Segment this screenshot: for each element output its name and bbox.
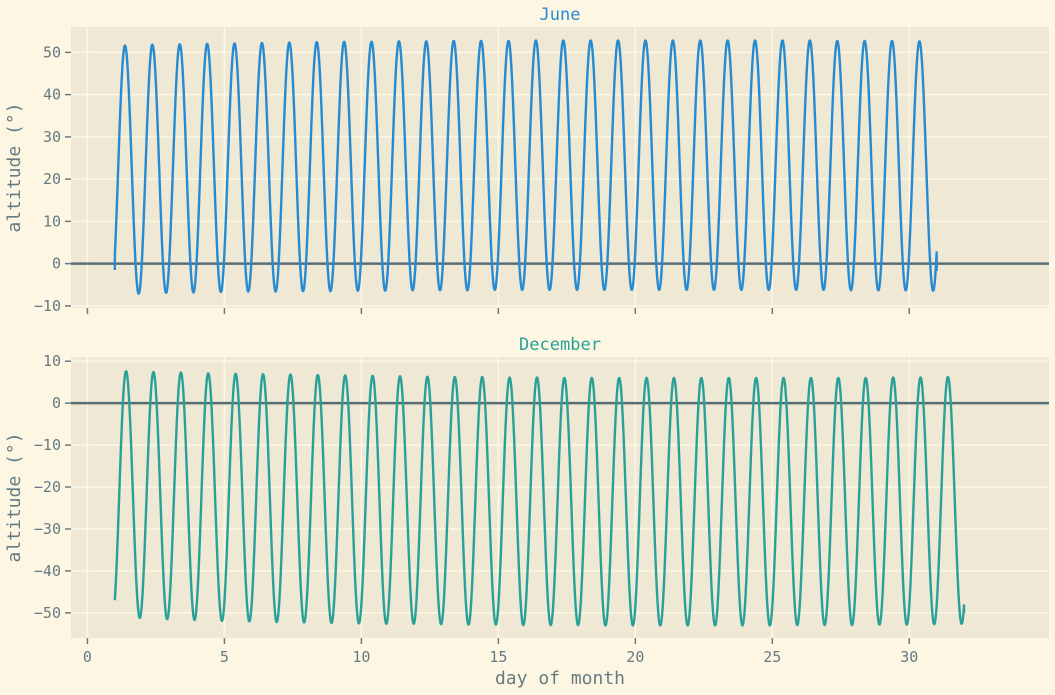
x-tick-label: 30 <box>900 648 918 666</box>
y-tick-label: −40 <box>34 562 61 580</box>
x-tick-label: 20 <box>626 648 644 666</box>
x-tick-label: 25 <box>763 648 781 666</box>
y-tick-label: −10 <box>34 436 61 454</box>
series-line <box>113 39 938 295</box>
y-tick-label: 0 <box>52 394 61 412</box>
y-axis-label: altitude (°) <box>4 102 25 232</box>
chart-december: −50 −40 −30 −20 −10 0 10 0 5 10 15 20 25 30 December al… <box>4 335 1049 689</box>
chart-title: June <box>540 5 581 25</box>
y-tick-label: 40 <box>43 86 61 104</box>
y-tick-label: −50 <box>34 604 61 622</box>
x-tick-label: 0 <box>83 648 92 666</box>
y-tick-label: 10 <box>43 212 61 230</box>
x-tick-label: 5 <box>220 648 229 666</box>
series-line <box>113 370 966 627</box>
chart-june: −10 0 10 20 30 40 50 June altitude (°) <box>4 5 1049 315</box>
x-tick-label: 10 <box>352 648 370 666</box>
chart-title: December <box>519 335 601 355</box>
y-tick-label: 0 <box>52 255 61 273</box>
y-tick-label: 10 <box>43 352 61 370</box>
y-axis-label: altitude (°) <box>4 432 25 562</box>
y-tick-label: −20 <box>34 478 61 496</box>
y-tick-label: −10 <box>34 297 61 315</box>
y-tick-label: 30 <box>43 128 61 146</box>
x-tick-label: 15 <box>489 648 507 666</box>
y-tick-label: 20 <box>43 170 61 188</box>
plot-area <box>71 357 1049 638</box>
y-tick-label: 50 <box>43 43 61 61</box>
y-tick-label: −30 <box>34 520 61 538</box>
x-axis-label: day of month <box>495 668 625 689</box>
